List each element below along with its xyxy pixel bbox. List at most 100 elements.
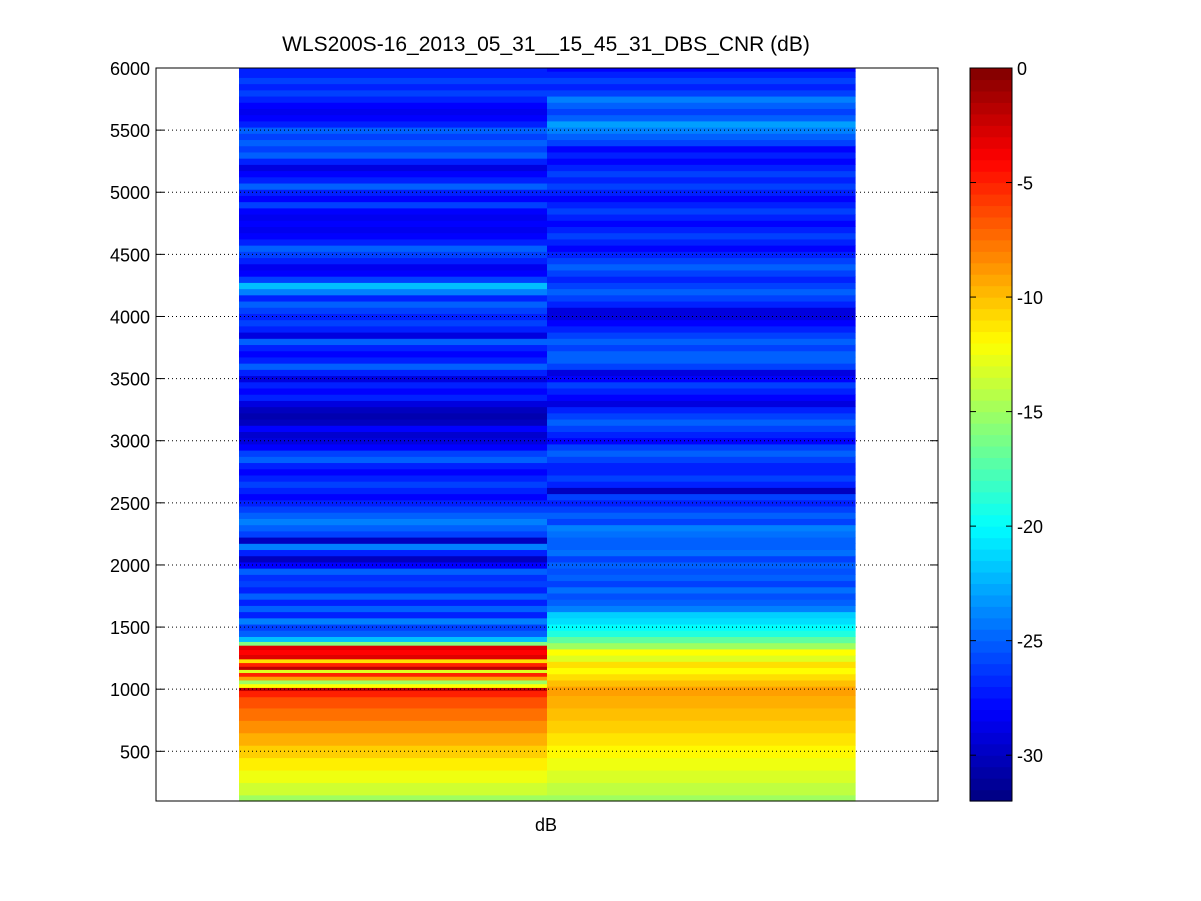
colorbar-cell xyxy=(970,709,1012,722)
heatmap-cell xyxy=(239,120,548,128)
heatmap-cell xyxy=(239,662,548,667)
colorbar-cell xyxy=(970,216,1012,229)
colorbar-cell xyxy=(970,182,1012,195)
heatmap-cell xyxy=(547,120,856,128)
heatmap-cell xyxy=(547,313,856,321)
heatmap-cell xyxy=(239,68,548,72)
heatmap-cell xyxy=(547,288,856,296)
heatmap-cell xyxy=(239,524,548,532)
heatmap-cell xyxy=(547,213,856,221)
heatmap-cell xyxy=(239,611,548,619)
heatmap-cell xyxy=(547,245,856,252)
heatmap-cell xyxy=(547,238,856,246)
colorbar-cell xyxy=(970,560,1012,573)
heatmap-cell xyxy=(547,611,856,619)
heatmap-cell xyxy=(547,537,856,544)
heatmap-cell xyxy=(239,294,548,302)
heatmap-cell xyxy=(547,487,856,495)
heatmap-cell xyxy=(239,263,548,271)
colorbar-tick-label: -20 xyxy=(1017,517,1043,537)
heatmap-cell xyxy=(239,794,548,802)
colorbar-cell xyxy=(970,720,1012,733)
heatmap-cell xyxy=(547,189,856,196)
heatmap-cell xyxy=(239,687,548,692)
y-tick-label: 5500 xyxy=(110,121,150,141)
colorbar: 0 -5 -10 -15 -20 -25 -30 xyxy=(969,59,1043,802)
colorbar-cell xyxy=(970,102,1012,115)
heatmap-cell xyxy=(547,549,856,557)
heatmap-cell xyxy=(547,437,856,445)
heatmap-cell xyxy=(239,690,548,698)
heatmap-cell xyxy=(239,599,548,606)
heatmap-cell xyxy=(239,757,548,771)
heatmap-cell xyxy=(547,170,856,178)
heatmap-cell xyxy=(547,363,856,370)
heatmap-cell xyxy=(239,182,548,190)
heatmap-cell xyxy=(547,332,856,339)
heatmap-cell xyxy=(239,732,548,746)
heatmap-cell xyxy=(239,332,548,339)
heatmap-cell xyxy=(547,406,856,414)
colorbar-cell xyxy=(970,526,1012,539)
heatmap-cell xyxy=(547,387,856,395)
heatmap-cell xyxy=(239,406,548,414)
heatmap-cell xyxy=(239,158,548,165)
heatmap-cell xyxy=(239,649,548,655)
heatmap-cell xyxy=(547,325,856,333)
heatmap-cell xyxy=(239,288,548,296)
colorbar-cell xyxy=(970,514,1012,527)
colorbar-cell xyxy=(970,640,1012,653)
heatmap-cell xyxy=(547,418,856,426)
heatmap-cell xyxy=(547,176,856,184)
heatmap-cell xyxy=(547,655,856,662)
heatmap-cell xyxy=(239,245,548,252)
heatmap-cell xyxy=(547,195,856,203)
heatmap-cell xyxy=(547,499,856,507)
y-tick-label: 6000 xyxy=(110,59,150,79)
heatmap-cell xyxy=(547,350,856,358)
colorbar-cell xyxy=(970,331,1012,344)
heatmap-cell xyxy=(239,437,548,445)
colorbar-cell xyxy=(970,68,1012,81)
heatmap-cell xyxy=(547,232,856,240)
heatmap-cell xyxy=(547,481,856,488)
colorbar-cell xyxy=(970,205,1012,218)
heatmap-cell xyxy=(239,696,548,709)
heatmap-cell xyxy=(547,493,856,501)
heatmap-cell xyxy=(239,745,548,759)
chart-title: WLS200S-16_2013_05_31__15_45_31_DBS_CNR … xyxy=(282,33,810,56)
colorbar-cell xyxy=(970,503,1012,516)
heatmap-cell xyxy=(547,443,856,451)
heatmap-cell xyxy=(239,356,548,364)
heatmap-cell xyxy=(239,387,548,395)
colorbar-tick-label: -15 xyxy=(1017,403,1043,423)
heatmap-cell xyxy=(239,769,548,783)
heatmap-cell xyxy=(547,518,856,526)
heatmap-cell xyxy=(239,683,548,688)
heatmap-cell xyxy=(239,425,548,432)
heatmap-cell xyxy=(239,269,548,277)
colorbar-cell xyxy=(970,148,1012,161)
colorbar-cell xyxy=(970,594,1012,607)
heatmap-cell xyxy=(547,732,856,746)
heatmap-cell xyxy=(239,257,548,265)
colorbar-cell xyxy=(970,171,1012,184)
colorbar-tick-label: 0 xyxy=(1017,59,1027,79)
colorbar-cell xyxy=(970,686,1012,699)
colorbar-cell xyxy=(970,663,1012,676)
heatmap-cell xyxy=(239,499,548,507)
colorbar-tick-label: -10 xyxy=(1017,288,1043,308)
heatmap-cell xyxy=(547,83,856,91)
colorbar-cell xyxy=(970,491,1012,504)
y-tick-label: 2500 xyxy=(110,494,150,514)
heatmap-cell xyxy=(547,512,856,519)
heatmap-cell xyxy=(239,543,548,551)
colorbar-cell xyxy=(970,159,1012,172)
heatmap-cell xyxy=(547,400,856,408)
heatmap-cell xyxy=(239,450,548,457)
heatmap-cell xyxy=(547,139,856,147)
colorbar-cell xyxy=(970,228,1012,241)
heatmap-cell xyxy=(239,537,548,544)
colorbar-cell xyxy=(970,468,1012,481)
heatmap-cell xyxy=(547,89,856,97)
